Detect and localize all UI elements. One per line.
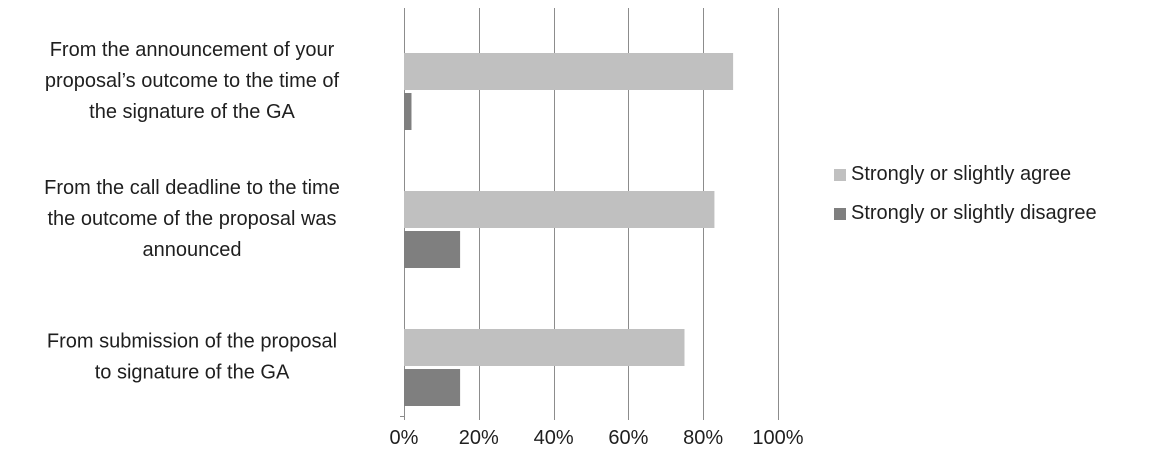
category-label-1-line-2: proposal’s outcome to the time of <box>45 70 340 92</box>
category-label-2-line-3: announced <box>143 239 242 261</box>
tick-label-100: 100% <box>752 427 803 449</box>
tick-label-0: 0% <box>390 427 419 449</box>
legend-label-2: Strongly or slightly disagree <box>851 202 1097 224</box>
legend: Strongly or slightly agree Strongly or sl… <box>834 163 1097 224</box>
legend-swatch-1 <box>834 169 846 181</box>
x-axis-tick-labels: 0% 20% 40% 60% 80% 100% <box>390 427 804 449</box>
bar-agree-cat2 <box>404 191 715 228</box>
category-label-1-line-1: From the announcement of your <box>50 39 335 61</box>
tick-label-80: 80% <box>683 427 723 449</box>
bar-disagree-cat1 <box>404 93 412 130</box>
category-label-3-line-1: From submission of the proposal <box>47 331 337 353</box>
category-label-1-line-3: the signature of the GA <box>89 101 295 123</box>
category-label-2-line-1: From the call deadline to the time <box>44 177 340 199</box>
category-labels: From the announcement of your proposal’s … <box>44 39 340 384</box>
tick-label-20: 20% <box>459 427 499 449</box>
bars <box>404 53 734 406</box>
category-label-3-line-2: to signature of the GA <box>95 362 290 384</box>
tick-label-40: 40% <box>534 427 574 449</box>
category-label-2-line-2: the outcome of the proposal was <box>47 208 336 230</box>
legend-label-1: Strongly or slightly agree <box>851 163 1071 185</box>
legend-swatch-2 <box>834 208 846 220</box>
bar-agree-cat1 <box>404 53 734 90</box>
bar-agree-cat3 <box>404 329 685 366</box>
bar-disagree-cat3 <box>404 369 461 406</box>
bar-disagree-cat2 <box>404 231 461 268</box>
tick-label-60: 60% <box>608 427 648 449</box>
